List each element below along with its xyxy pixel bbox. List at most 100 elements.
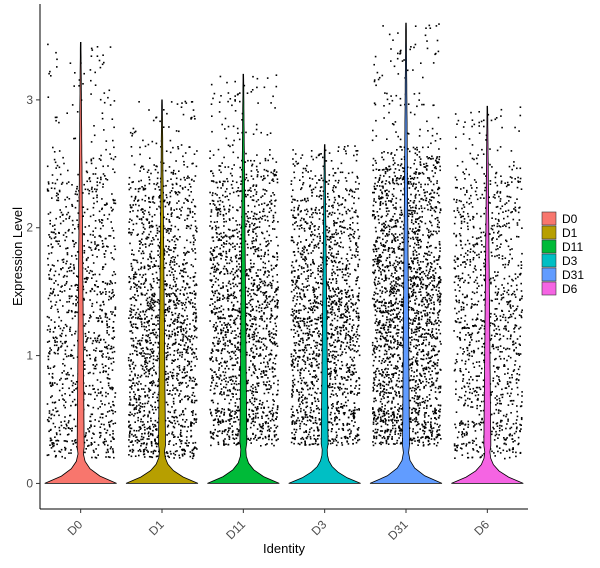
data-point [262,210,265,213]
data-point [99,350,101,352]
data-point [166,293,169,296]
data-point [86,354,88,357]
data-point [140,179,142,182]
data-point [183,413,185,416]
data-point [264,444,267,446]
data-point [310,273,312,275]
data-point [302,176,304,178]
data-point [229,283,232,286]
data-point [172,400,175,403]
data-point [167,424,170,427]
data-point [191,353,193,355]
data-point [238,398,241,400]
data-point [308,333,310,335]
data-point [234,405,237,407]
data-point [212,200,215,202]
data-point [194,213,196,215]
data-point [78,85,80,87]
data-point [63,370,65,372]
data-point [186,262,188,264]
data-point [71,205,74,207]
data-point [144,361,146,364]
data-point [147,431,150,433]
data-point [88,430,91,433]
data-point [172,384,174,387]
data-point [93,441,96,443]
data-point [303,227,306,230]
data-point [90,425,92,428]
data-point [222,294,224,297]
data-point [265,346,268,348]
data-point [260,376,263,378]
data-point [232,151,235,154]
data-point [303,431,305,434]
data-point [192,250,194,252]
data-point [179,185,182,187]
data-point [137,389,140,391]
data-point [114,199,116,202]
data-point [140,374,143,377]
data-point [254,417,257,419]
data-point [149,342,151,345]
data-point [50,75,52,77]
data-point [72,302,74,305]
data-point [136,438,139,441]
data-point [271,418,273,421]
data-point [113,336,116,338]
data-point [71,310,73,313]
data-point [335,253,338,255]
data-point [111,227,113,229]
data-point [211,194,214,197]
data-point [66,252,69,254]
data-point [128,445,130,448]
data-point [346,441,349,443]
data-point [223,322,226,324]
data-point [149,389,152,391]
data-point [174,307,176,310]
data-point [64,340,66,343]
data-point [188,300,190,303]
data-point [106,316,109,319]
data-point [138,317,141,320]
data-point [272,376,275,378]
data-point [183,449,186,452]
data-point [312,286,314,289]
data-point [222,371,224,373]
data-point [246,220,249,222]
data-point [304,351,306,354]
data-point [112,346,115,349]
data-point [129,298,132,300]
data-point [156,355,159,358]
data-point [181,398,183,401]
data-point [90,162,93,165]
data-point [111,257,114,259]
data-point [49,219,51,222]
data-point [142,231,145,233]
data-point [185,349,187,351]
data-point [130,262,133,265]
data-point [272,333,275,336]
data-point [232,180,234,182]
data-point [93,290,96,292]
data-point [267,422,269,424]
data-point [212,360,214,363]
data-point [307,252,310,255]
data-point [103,92,106,94]
data-point [50,349,52,351]
data-point [146,357,148,359]
data-point [61,387,64,389]
data-point [179,236,181,238]
data-point [211,130,213,133]
data-point [233,417,236,419]
data-point [230,411,232,413]
data-point [166,180,169,182]
data-point [239,206,241,209]
data-point [212,350,214,352]
data-point [151,301,154,304]
data-point [173,402,175,405]
data-point [170,257,173,259]
data-point [259,286,262,288]
data-point [53,450,56,453]
data-point [275,334,277,336]
data-point [333,221,336,224]
